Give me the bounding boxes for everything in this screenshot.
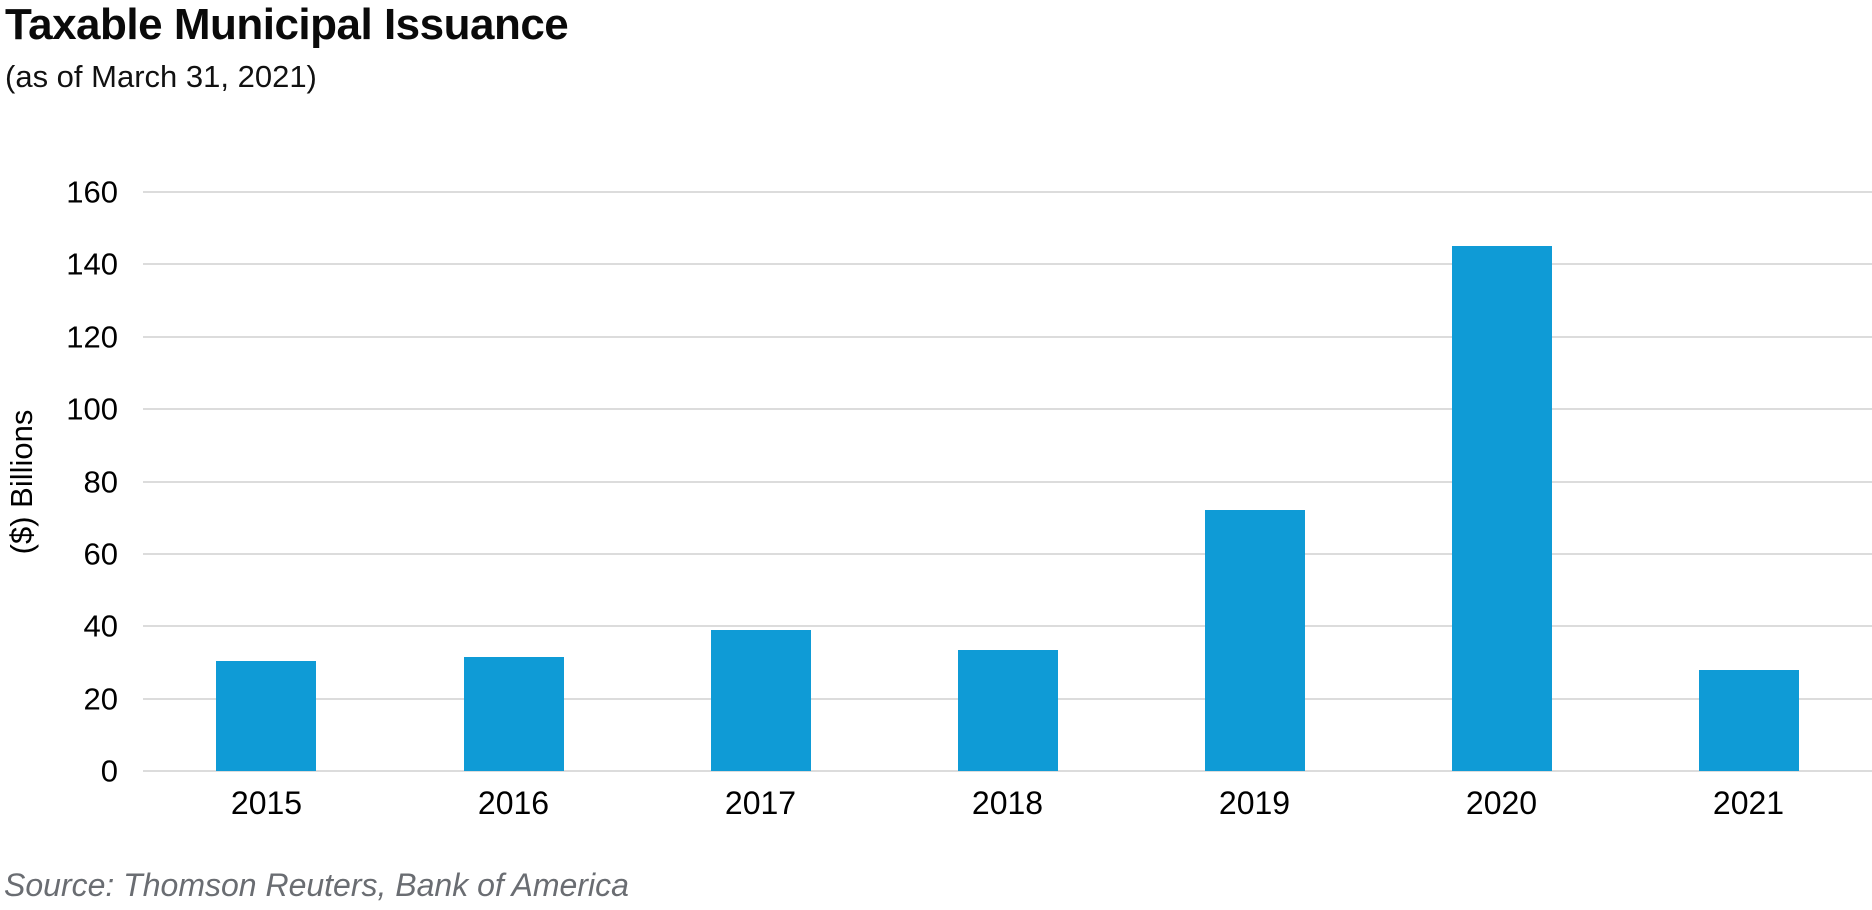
y-tick-label-60: 60 (83, 536, 118, 572)
bar-2021 (1698, 669, 1799, 771)
gridline-100 (143, 408, 1872, 411)
y-tick-label-160: 160 (66, 174, 118, 210)
chart-title: Taxable Municipal Issuance (5, 0, 569, 49)
gridline-120 (143, 335, 1872, 338)
bar-2015 (216, 660, 317, 771)
x-tick-label-2021: 2021 (1712, 785, 1785, 821)
y-axis-tick-labels: 0 20 40 60 80 100 120 140 160 (0, 177, 118, 787)
y-tick-label-140: 140 (66, 246, 118, 282)
gridline-140 (143, 263, 1872, 266)
y-tick-label-100: 100 (66, 391, 118, 427)
gridline-40 (143, 625, 1872, 628)
bar-2020 (1451, 246, 1552, 771)
y-tick-label-120: 120 (66, 319, 118, 355)
y-tick-label-80: 80 (83, 464, 118, 499)
x-tick-label-2015: 2015 (230, 785, 303, 821)
x-tick-label-2016: 2016 (477, 785, 550, 821)
plot-area (143, 191, 1872, 772)
source-note: Source: Thomson Reuters, Bank of America (4, 867, 629, 903)
y-tick-label-40: 40 (83, 608, 118, 644)
x-tick-label-2018: 2018 (971, 785, 1044, 821)
gridline-60 (143, 552, 1872, 555)
x-axis-tick-labels: 2015 2016 2017 2018 2019 2020 2021 (143, 784, 1872, 828)
chart-subtitle: (as of March 31, 2021) (5, 59, 317, 94)
x-tick-label-2020: 2020 (1465, 785, 1538, 821)
gridline-0 (143, 770, 1872, 772)
y-tick-label-0: 0 (100, 753, 118, 789)
gridline-80 (143, 480, 1872, 483)
x-tick-label-2019: 2019 (1218, 785, 1291, 821)
bar-2019 (1204, 510, 1305, 771)
y-tick-label-20: 20 (83, 681, 118, 717)
bar-2017 (710, 629, 811, 771)
bar-2016 (463, 657, 564, 771)
gridline-160 (143, 191, 1872, 193)
x-tick-label-2017: 2017 (724, 785, 797, 821)
bar-2018 (957, 649, 1058, 771)
